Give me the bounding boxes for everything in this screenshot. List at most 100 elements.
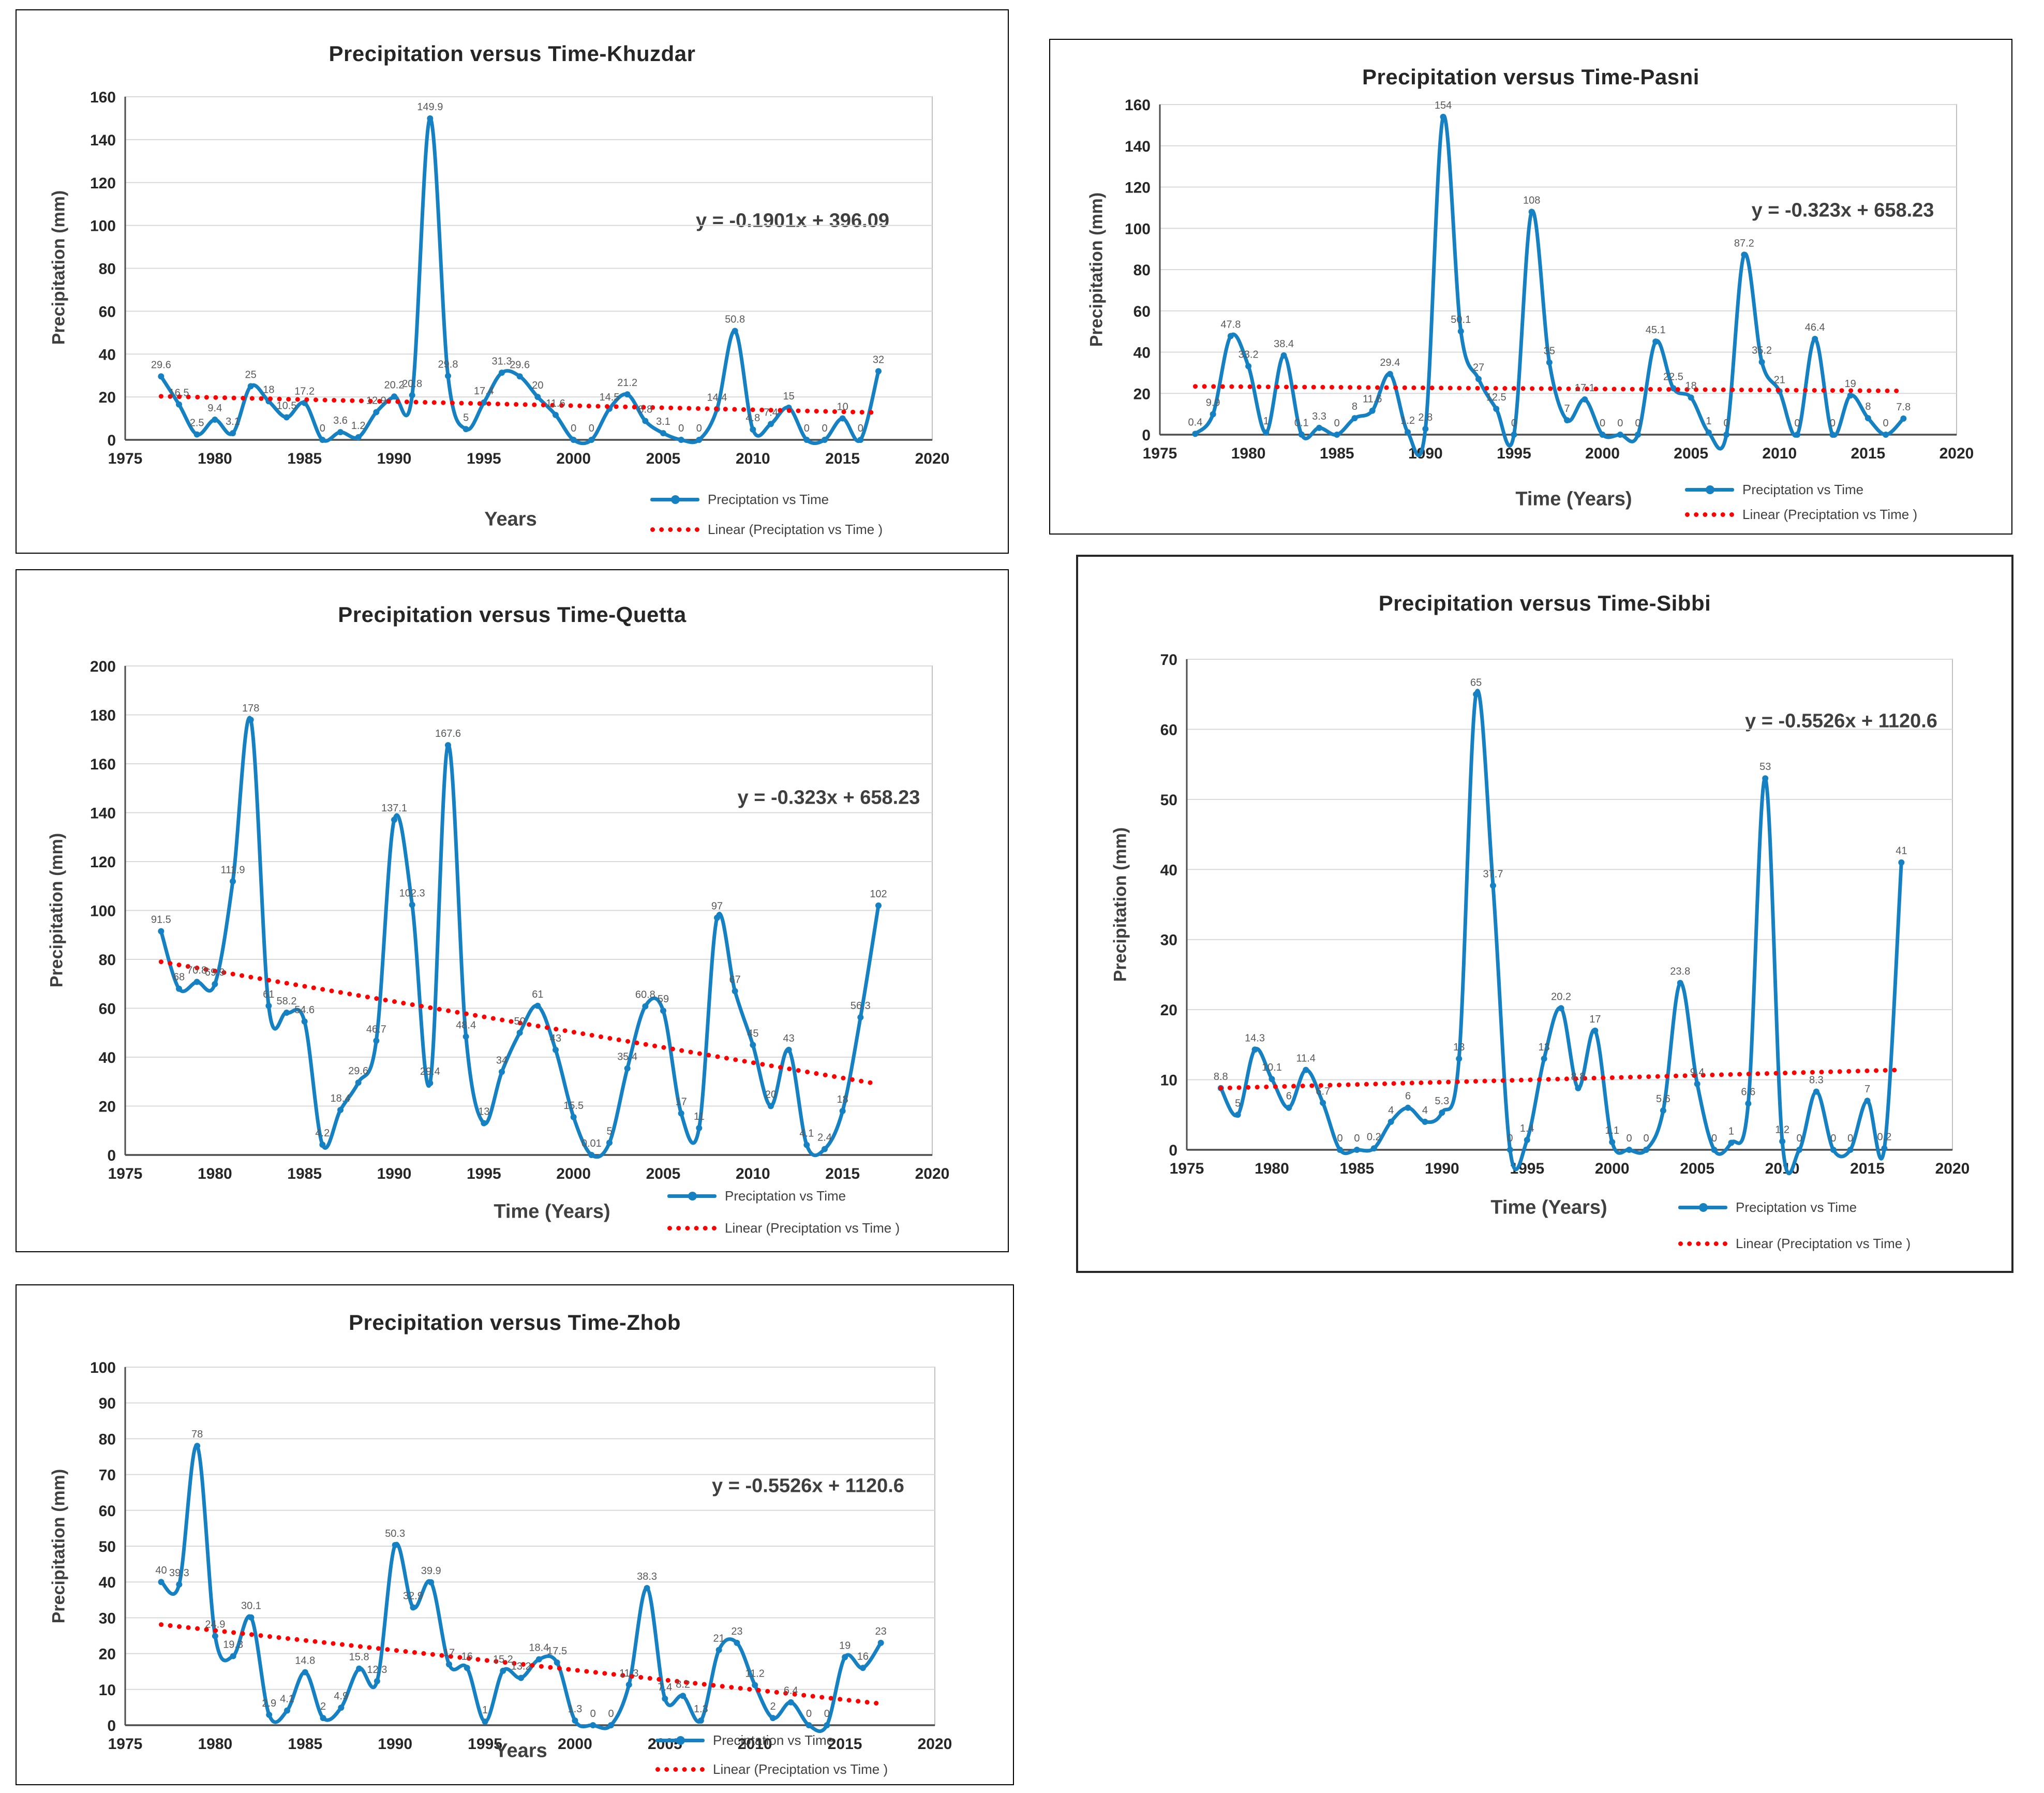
- data-point-marker: [1883, 432, 1889, 438]
- data-label: 15: [783, 391, 795, 402]
- data-point-marker: [1506, 1147, 1513, 1153]
- legend-item-linear: Linear (Preciptation vs Time ): [650, 521, 883, 538]
- y-tick-label: 180: [90, 707, 116, 724]
- x-tick-label: 2005: [1674, 445, 1708, 462]
- data-point-marker: [338, 1705, 345, 1711]
- data-label: 70.8: [187, 965, 207, 976]
- x-tick-label: 2000: [556, 1165, 591, 1182]
- data-point-marker: [1286, 1104, 1292, 1111]
- gridlines: [1159, 104, 1957, 435]
- data-point-marker: [355, 1079, 362, 1086]
- data-point-marker: [1351, 415, 1358, 422]
- data-label: 27: [1473, 362, 1484, 373]
- x-tick-label: 1985: [1320, 445, 1354, 462]
- x-tick-label: 1985: [1340, 1160, 1375, 1177]
- data-label: 9.9: [1206, 397, 1220, 409]
- data-point-marker: [266, 1711, 273, 1718]
- data-point-marker: [1493, 406, 1500, 412]
- data-label: 4: [1422, 1105, 1428, 1116]
- series-markers: [158, 115, 882, 443]
- data-label: 0.4: [1188, 417, 1203, 428]
- data-label: 32: [873, 354, 884, 365]
- data-point-marker: [1541, 1055, 1547, 1062]
- x-tick-label: 1980: [1255, 1160, 1289, 1177]
- data-point-marker: [284, 1707, 290, 1714]
- data-label: 16.5: [169, 388, 189, 399]
- data-label: 7.4: [764, 407, 778, 418]
- data-label: 29.6: [510, 359, 530, 371]
- data-label: 47.8: [1220, 319, 1241, 330]
- data-point-marker: [319, 1142, 326, 1148]
- data-label: 18: [263, 384, 274, 395]
- series-line-icon: [667, 1191, 717, 1201]
- data-label: 6: [1286, 1091, 1292, 1102]
- legend-item-linear: Linear (Preciptation vs Time ): [1678, 1235, 1911, 1252]
- data-point-marker: [590, 1722, 596, 1728]
- data-point-marker: [1227, 333, 1234, 339]
- y-tick-label: 40: [99, 346, 116, 363]
- data-point-marker: [1457, 328, 1464, 335]
- data-label: 1: [1263, 416, 1269, 427]
- data-point-marker: [842, 1654, 848, 1661]
- y-tick-label: 80: [99, 1431, 116, 1448]
- legend-label: Preciptation vs Time: [1736, 1199, 1857, 1215]
- legend: Preciptation vs Time Linear (Preciptatio…: [667, 1187, 900, 1237]
- data-point-marker: [1303, 1066, 1309, 1073]
- y-tick-label: 30: [1160, 932, 1177, 949]
- data-point-marker: [373, 1038, 380, 1044]
- data-label: 38.4: [1274, 338, 1294, 350]
- data-label: 1.1: [1605, 1125, 1619, 1136]
- y-tick-label: 100: [1125, 220, 1151, 238]
- data-label: 50.8: [725, 314, 745, 325]
- x-tick-label: 1985: [288, 1736, 322, 1753]
- data-point-marker: [1334, 432, 1340, 438]
- legend: Preciptation vs Time Linear (Preciptatio…: [1685, 481, 1917, 523]
- x-tick-label: 1980: [198, 450, 232, 467]
- data-label: 5.3: [1435, 1095, 1449, 1107]
- series-line-icon: [650, 495, 699, 504]
- data-point-marker: [1762, 775, 1769, 782]
- x-axis-title: Years: [495, 1740, 547, 1762]
- trendline-equation: y = -0.5526x + 1120.6: [1745, 710, 1937, 732]
- data-point-marker: [1280, 352, 1287, 359]
- data-label: 1.2: [1775, 1124, 1789, 1136]
- data-label: 8.2: [676, 1679, 690, 1690]
- data-label: 8.8: [1214, 1071, 1228, 1083]
- data-label: 33.2: [1239, 349, 1259, 361]
- data-label: 45.1: [1646, 324, 1666, 336]
- series-marker-icon: [676, 1736, 685, 1745]
- data-point-marker: [1847, 392, 1854, 399]
- data-label: 2: [320, 1701, 326, 1712]
- data-point-marker: [1269, 1076, 1275, 1083]
- data-point-marker: [427, 1080, 434, 1087]
- x-tick-label: 2015: [825, 1165, 860, 1182]
- data-label: 22.5: [1663, 371, 1683, 382]
- y-tick-label: 160: [90, 756, 116, 773]
- chart-title: Precipitation versus Time-Pasni: [1362, 65, 1699, 89]
- data-label: 102.3: [399, 888, 425, 899]
- data-point-marker: [822, 1146, 828, 1152]
- data-label: 20: [765, 1089, 777, 1101]
- data-point-marker: [534, 394, 541, 401]
- data-label: 0: [1794, 418, 1800, 429]
- x-tick-label: 2000: [1585, 445, 1620, 462]
- data-label: 11.3: [619, 1668, 638, 1679]
- data-point-marker: [428, 1579, 435, 1585]
- data-label: 10.1: [1262, 1062, 1282, 1073]
- data-label: 8.3: [1809, 1075, 1824, 1086]
- data-point-marker: [1635, 432, 1641, 438]
- data-label: 3.3: [1312, 411, 1326, 422]
- data-label: 19: [839, 1640, 851, 1652]
- data-label: 65: [1470, 677, 1482, 689]
- data-label: 149.9: [417, 101, 443, 113]
- data-point-marker: [482, 1718, 488, 1725]
- series-marker-icon: [688, 1191, 697, 1201]
- data-point-marker: [1440, 113, 1446, 120]
- data-point-marker: [212, 1633, 218, 1639]
- data-point-marker: [302, 1669, 308, 1676]
- data-label: 18.4: [331, 1093, 351, 1104]
- data-label: 108: [1523, 195, 1540, 206]
- data-labels: 91.56870.869.9111.91786158.254.64.218.42…: [151, 703, 887, 1149]
